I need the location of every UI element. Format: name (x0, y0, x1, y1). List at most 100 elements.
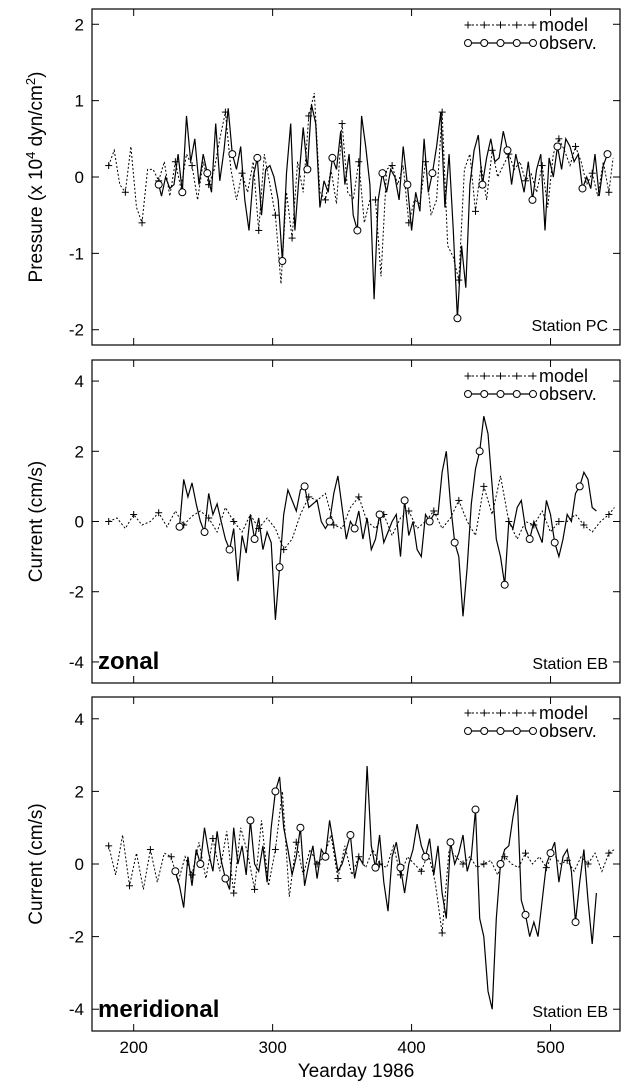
legend-marker (496, 390, 505, 398)
observ-marker (228, 150, 237, 159)
observ-marker (246, 816, 255, 825)
observ-marker (400, 496, 409, 505)
observ-marker (425, 517, 434, 526)
y-tick-label: 4 (75, 710, 84, 729)
legend-label: observ. (539, 721, 597, 741)
legend-marker (529, 390, 537, 398)
y-tick-label: -2 (69, 928, 84, 947)
y-tick-label: -1 (69, 244, 84, 263)
observ-marker (328, 153, 337, 162)
x-tick-label: 500 (536, 1038, 564, 1057)
observ-marker (253, 153, 262, 162)
observ-marker (296, 823, 305, 832)
model-marker (255, 226, 263, 234)
model-marker (334, 875, 342, 883)
model-marker (355, 493, 363, 501)
series-line-observ (158, 104, 609, 319)
observ-marker (225, 545, 234, 554)
observ-marker (154, 180, 163, 189)
legend-label: model (539, 366, 588, 386)
observ-marker (175, 522, 184, 531)
x-axis-label: Yearday 1986 (298, 1061, 415, 1082)
observ-marker (203, 169, 212, 178)
series-line-observ (178, 416, 597, 620)
y-axis-label-superscript: 4 (23, 152, 38, 159)
model-marker (455, 496, 463, 504)
model-marker (605, 849, 613, 857)
series-line-model (108, 475, 615, 551)
legend-label: model (539, 703, 588, 723)
observ-marker (346, 830, 355, 839)
legend-label: model (539, 15, 588, 35)
observ-marker (378, 169, 387, 178)
observ-marker (371, 863, 380, 872)
observ-marker (278, 257, 287, 265)
model-marker (230, 518, 238, 525)
model-marker (105, 518, 113, 525)
model-marker (105, 842, 113, 850)
x-tick-label: 200 (119, 1038, 147, 1057)
model-marker (438, 108, 446, 116)
observ-marker (503, 146, 512, 155)
legend-marker (529, 727, 537, 735)
legend-marker (512, 727, 521, 735)
y-tick-label: 0 (75, 855, 84, 874)
plot-frame (91, 696, 621, 1032)
station-label: Station EB (532, 656, 608, 673)
legend-marker (496, 39, 505, 47)
model-marker (171, 158, 179, 166)
y-axis-label-part: Pressure (x 10 (26, 159, 47, 283)
observ-marker (275, 563, 284, 572)
observ-marker (300, 482, 309, 491)
observ-marker (221, 874, 230, 883)
observ-marker (553, 142, 562, 151)
y-tick-label: -2 (69, 583, 84, 602)
model-marker (230, 889, 238, 897)
model-marker (251, 885, 259, 893)
observ-marker (525, 535, 534, 544)
y-tick-label: 2 (75, 15, 84, 34)
observ-marker (446, 838, 455, 847)
component-label: meridional (98, 996, 219, 1023)
y-tick-label: -4 (69, 653, 84, 672)
observ-marker (321, 852, 330, 861)
legend-marker (480, 39, 489, 47)
observ-marker (403, 180, 412, 189)
y-axis-label-part: dyn/cm (26, 85, 47, 152)
model-marker (605, 510, 613, 518)
y-tick-label: -4 (69, 1000, 84, 1019)
legend-marker (464, 727, 472, 735)
observ-marker (325, 517, 334, 526)
model-marker (572, 142, 580, 150)
model-marker (138, 219, 146, 227)
model-marker (126, 882, 134, 890)
x-tick-label: 300 (258, 1038, 286, 1057)
model-marker (271, 845, 279, 853)
model-marker (130, 510, 138, 518)
observ-marker (571, 918, 580, 927)
observ-marker (550, 538, 559, 547)
observ-marker (353, 226, 362, 235)
observ-marker (396, 863, 405, 872)
y-axis-label: Current (cm/s) (26, 461, 47, 582)
model-marker (584, 860, 592, 868)
observ-marker (521, 910, 530, 919)
model-marker (417, 867, 425, 875)
legend-entry-2: observ. (464, 721, 597, 741)
series-line-observ (174, 765, 597, 1010)
model-marker (209, 835, 217, 843)
model-marker (121, 188, 129, 196)
legend-entry-1: model (464, 703, 588, 723)
observ-marker (171, 867, 180, 876)
observ-marker (303, 165, 312, 174)
model-marker (455, 276, 463, 284)
observ-marker (471, 805, 480, 814)
model-marker (388, 162, 396, 170)
model-marker (538, 162, 546, 170)
y-axis-label-superscript: 2 (23, 78, 38, 85)
model-marker (480, 860, 488, 868)
y-tick-label: 1 (75, 92, 84, 111)
y-tick-label: 0 (75, 168, 84, 187)
model-marker (459, 860, 467, 868)
